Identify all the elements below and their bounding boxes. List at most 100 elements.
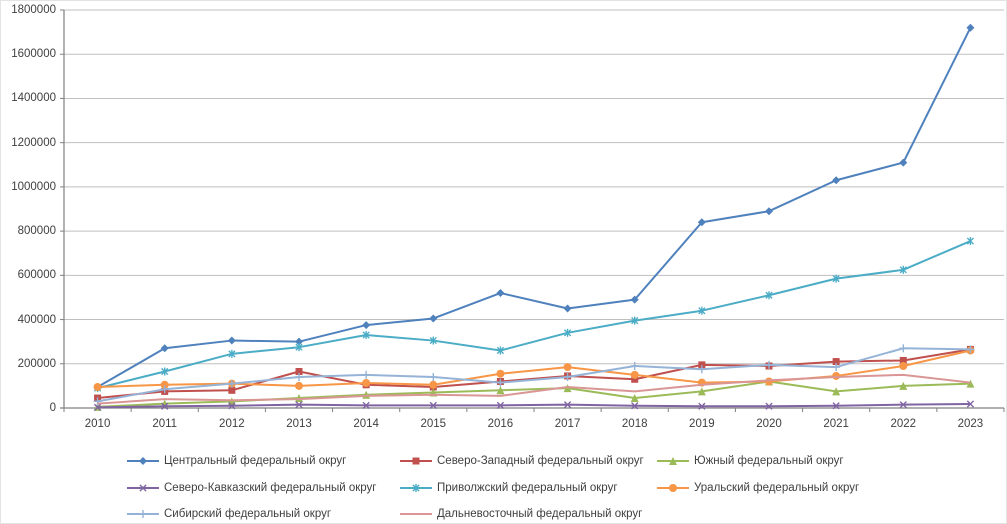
x-marker [161,402,169,410]
x-marker [631,402,639,410]
legend-label: Центральный федеральный округ [164,455,347,467]
diamond-marker [832,176,841,185]
series-line [97,373,971,405]
y-axis-tick-label: 200000 [17,357,56,370]
x-axis-tick-label: 2022 [890,418,917,430]
none-legend-icon [400,513,432,515]
x-marker [228,402,236,410]
square-marker [832,358,840,366]
x-axis-tick-label: 2010 [84,418,111,430]
x-marker [295,401,303,409]
x-marker [362,401,370,409]
square-legend-icon [400,457,432,465]
x-legend-icon [127,484,159,492]
y-axis-tick-label: 1000000 [11,180,56,193]
series-line [97,347,971,403]
diamond-marker [765,207,773,216]
circle-marker [295,381,303,390]
square-marker [899,356,907,364]
diamond-marker [362,321,371,330]
triangle-marker [966,379,975,388]
y-axis-tick-label: 800000 [17,225,56,238]
diamond-marker [697,218,706,227]
square-marker [295,368,303,376]
x-axis-tick-label: 2012 [219,418,245,430]
diamond-marker [429,314,438,323]
legend-label: Приволжский федеральный округ [437,482,618,494]
x-axis-tick-label: 2015 [420,418,447,430]
legend-label: Сибирский федеральный округ [164,508,332,520]
y-axis-tick-label: 1600000 [11,48,56,61]
square-marker [228,386,236,394]
triangle-marker [899,381,908,390]
series-1 [94,345,974,402]
x-marker [496,401,505,409]
circle-marker [630,370,639,379]
circle-marker [93,382,102,391]
x-axis-tick-label: 2017 [554,418,581,430]
series-4 [93,237,975,393]
x-marker [563,401,572,409]
triangle-marker [832,387,841,396]
legend-item-6: Сибирский федеральный округ [126,506,331,522]
legend-label: Уральский федеральный округ [694,482,860,494]
x-marker [966,400,975,408]
y-axis-tick-label: 0 [49,402,56,414]
x-axis-tick-label: 2018 [621,418,648,430]
x-axis-tick-label: 2016 [487,418,514,430]
x-marker [832,402,840,410]
circle-marker [899,361,908,370]
x-marker [899,401,907,409]
circle-marker [832,371,841,380]
x-marker [93,403,102,411]
y-axis-tick-label: 400000 [17,313,56,326]
asterisk-legend-icon [400,484,432,492]
circle-marker [669,484,677,492]
legend-item-3: Северо-Кавказский федеральный округ [126,480,377,496]
x-axis-tick-label: 2013 [286,418,312,430]
triangle-marker [630,394,639,403]
x-axis-tick-label: 2019 [689,418,715,430]
circle-marker [496,369,505,378]
legend-item-5: Уральский федеральный округ [656,480,859,496]
x-marker [698,402,706,410]
legend-item-4: Приволжский федеральный округ [399,480,618,496]
legend-label: Южный федеральный округ [694,455,844,467]
series-line [97,27,972,388]
triangle-marker [563,384,572,393]
diamond-marker [966,23,975,32]
plus-legend-icon [127,510,159,518]
diamond-marker [630,295,639,304]
line-chart-plot [60,9,1005,412]
series-3 [93,400,975,411]
legend-label: Северо-Кавказский федеральный округ [164,482,377,494]
triangle-marker [669,457,677,465]
series-6 [93,344,975,406]
x-axis-tick-label: 2020 [756,418,782,430]
series-7 [97,373,971,405]
y-axis-tick-label: 600000 [17,269,56,282]
square-marker [631,375,639,383]
legend-item-2: Южный федеральный округ [656,453,844,469]
square-marker [698,361,706,369]
x-marker [429,401,437,409]
circle-legend-icon [657,484,689,492]
chart-legend: Центральный федеральный округ Северо-Запа… [1,447,1006,523]
x-axis-tick-label: 2011 [152,418,178,430]
triangle-legend-icon [657,457,689,465]
series-0 [93,23,975,391]
diamond-marker [139,457,147,465]
circle-marker [362,379,371,388]
legend-item-1: Северо-Западный федеральный округ [399,453,644,469]
circle-marker [160,380,169,389]
series-5 [93,346,975,391]
x-axis-tick-label: 2021 [823,418,849,430]
circle-marker [563,363,572,372]
legend-item-7: Дальневосточный федеральный округ [399,506,642,522]
triangle-marker [697,387,706,396]
y-axis-tick-label: 1400000 [11,92,56,105]
diamond-marker [563,304,572,313]
diamond-legend-icon [127,457,159,465]
y-axis-tick-label: 1200000 [11,136,56,149]
